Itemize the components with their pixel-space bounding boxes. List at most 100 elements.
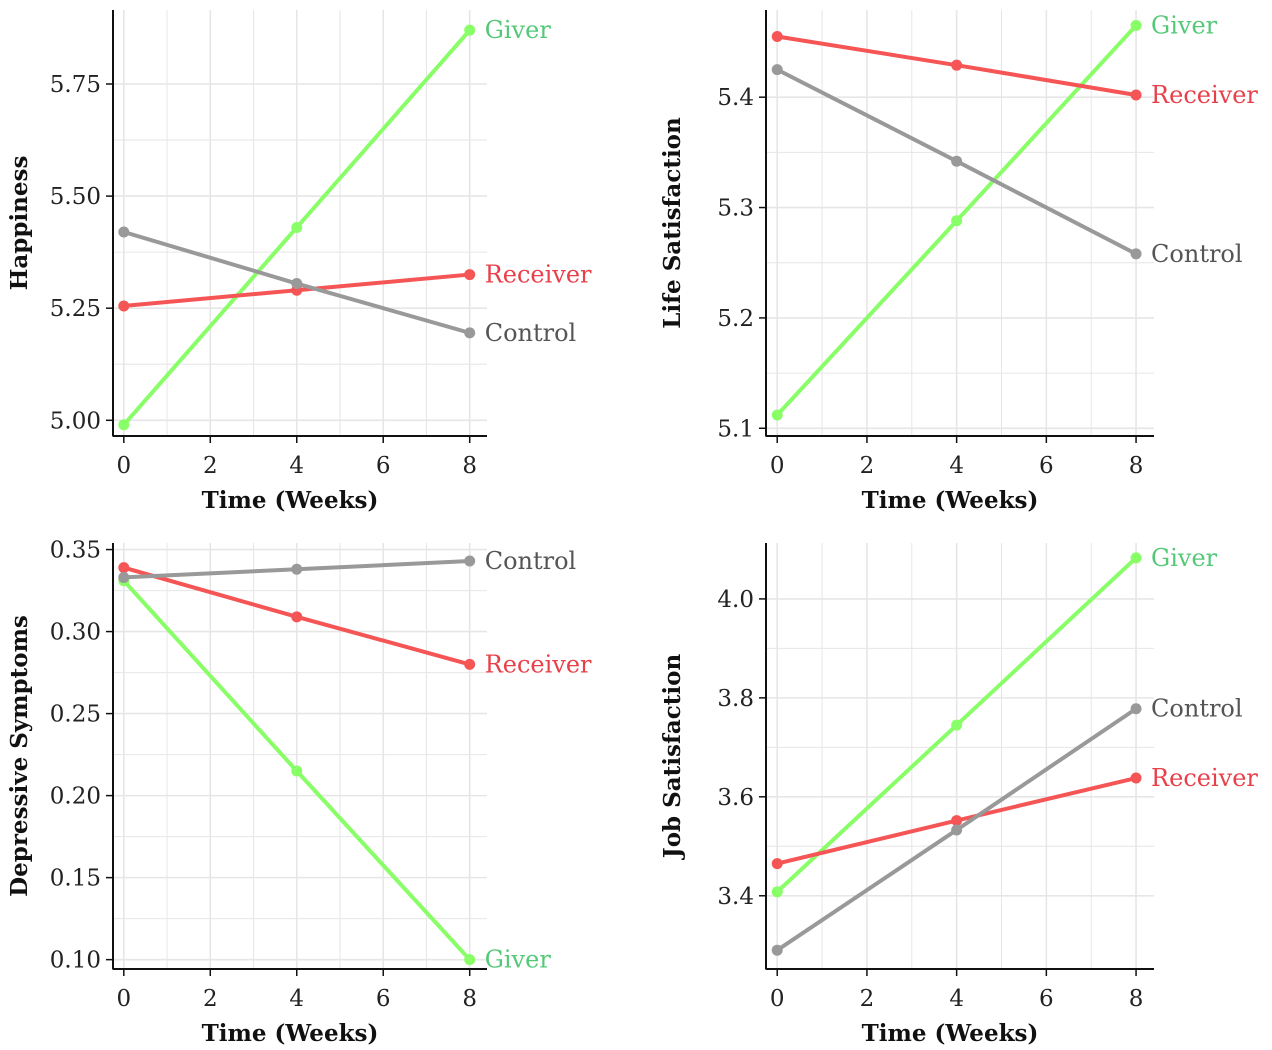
job-satisfaction-chart: 0 2 4 6 8 3.4 3.6 3.8 4.0 Time (Weeks) Job Satisfa… (659, 543, 1258, 1047)
data-point-receiver (118, 300, 130, 312)
data-point-receiver (464, 269, 476, 281)
life-satisfaction-chart: 0 2 4 6 8 5.1 5.2 5.3 5.4 Time (Weeks) Life Satisf… (659, 10, 1258, 514)
x-tick-label: 2 (203, 453, 218, 479)
series-receiver: Receiver (771, 764, 1258, 870)
data-point-receiver (118, 562, 130, 574)
x-tick-label: 2 (860, 453, 875, 479)
y-tick-label: 3.4 (717, 884, 754, 910)
series-label-receiver: Receiver (485, 650, 592, 678)
series-label-receiver: Receiver (1151, 81, 1258, 109)
y-tick-label: 5.3 (717, 196, 754, 222)
series-control: Control (118, 226, 577, 347)
happiness-chart: 0 2 4 6 8 5.00 5.25 5.50 5.75 Time (Weeks) Happine… (6, 10, 592, 514)
x-tick-label: 0 (770, 453, 785, 479)
data-point-control (951, 155, 963, 167)
data-point-giver (464, 24, 476, 36)
series-label-control: Control (485, 547, 577, 575)
series-receiver: Receiver (771, 30, 1258, 109)
x-tick-label: 0 (770, 986, 785, 1012)
data-point-control (118, 226, 130, 238)
data-point-receiver (1130, 89, 1142, 101)
data-point-control (464, 327, 476, 339)
data-point-receiver (771, 30, 783, 42)
data-point-control (951, 824, 963, 836)
data-point-receiver (951, 59, 963, 71)
data-point-giver (118, 419, 130, 431)
x-tick-label: 6 (376, 986, 391, 1012)
x-tick-label: 8 (1129, 986, 1144, 1012)
series-control: Control (771, 695, 1243, 956)
series-control: Control (771, 64, 1243, 268)
data-point-receiver (291, 611, 303, 623)
y-tick-label: 3.8 (717, 686, 754, 712)
y-tick-label: 5.4 (717, 85, 754, 111)
series-giver: Giver (118, 575, 552, 974)
series-giver: Giver (771, 544, 1218, 898)
y-tick-label: 4.0 (717, 587, 754, 613)
y-axis-title: Happiness (6, 156, 33, 291)
series-receiver: Receiver (118, 562, 592, 678)
y-tick-label: 5.00 (50, 408, 101, 434)
data-point-control (771, 64, 783, 76)
y-tick-label: 0.10 (50, 948, 101, 974)
y-tick-label: 5.1 (717, 416, 754, 442)
data-point-control (464, 555, 476, 567)
data-point-control (118, 571, 130, 583)
data-point-control (1130, 248, 1142, 260)
series-label-receiver: Receiver (1151, 764, 1258, 792)
y-tick-label: 0.30 (50, 620, 101, 646)
series-label-giver: Giver (485, 16, 552, 44)
data-point-giver (1130, 19, 1142, 31)
x-axis-title: Time (Weeks) (202, 1020, 379, 1047)
y-tick-label: 0.20 (50, 784, 101, 810)
data-point-giver (771, 409, 783, 421)
x-tick-label: 8 (462, 986, 477, 1012)
y-tick-label: 5.2 (717, 306, 754, 332)
data-point-receiver (951, 815, 963, 827)
depressive-symptoms-chart: 0 2 4 6 8 0.10 0.15 0.20 0.25 0.30 0.35 Time (Weeks… (6, 538, 592, 1047)
y-tick-label: 0.15 (50, 866, 101, 892)
y-tick-label: 5.75 (50, 72, 101, 98)
x-tick-label: 6 (1039, 453, 1054, 479)
data-point-receiver (1130, 772, 1142, 784)
x-tick-label: 4 (949, 453, 964, 479)
y-axis-title: Life Satisfaction (659, 117, 686, 329)
data-point-control (291, 563, 303, 575)
x-tick-label: 8 (462, 453, 477, 479)
x-tick-label: 4 (949, 986, 964, 1012)
x-axis-title: Time (Weeks) (202, 487, 379, 514)
series-label-giver: Giver (1151, 544, 1218, 572)
x-tick-label: 4 (289, 986, 304, 1012)
x-tick-label: 6 (376, 453, 391, 479)
x-tick-label: 4 (289, 453, 304, 479)
data-point-control (1130, 703, 1142, 715)
data-point-giver (951, 719, 963, 731)
x-tick-label: 0 (116, 453, 131, 479)
series-giver: Giver (118, 16, 552, 431)
x-tick-label: 8 (1129, 453, 1144, 479)
x-axis-title: Time (Weeks) (862, 487, 1039, 514)
x-tick-label: 2 (860, 986, 875, 1012)
y-tick-label: 0.25 (50, 702, 101, 728)
x-tick-label: 0 (116, 986, 131, 1012)
series-label-receiver: Receiver (485, 261, 592, 289)
x-axis-title: Time (Weeks) (862, 1020, 1039, 1047)
series-label-giver: Giver (1151, 11, 1218, 39)
series-label-control: Control (1151, 240, 1243, 268)
y-tick-label: 0.35 (50, 538, 101, 564)
series-control: Control (118, 547, 576, 583)
series-label-control: Control (485, 319, 577, 347)
data-point-control (291, 278, 303, 290)
series-giver: Giver (771, 11, 1218, 421)
x-tick-label: 2 (203, 986, 218, 1012)
data-point-giver (951, 215, 963, 227)
data-point-giver (1130, 552, 1142, 564)
series-label-giver: Giver (485, 946, 552, 974)
data-point-giver (291, 765, 303, 777)
data-point-control (771, 944, 783, 956)
y-axis-title: Depressive Symptoms (6, 615, 33, 897)
y-axis-title: Job Satisfaction (659, 654, 686, 861)
data-point-giver (464, 954, 476, 966)
data-point-receiver (464, 658, 476, 670)
